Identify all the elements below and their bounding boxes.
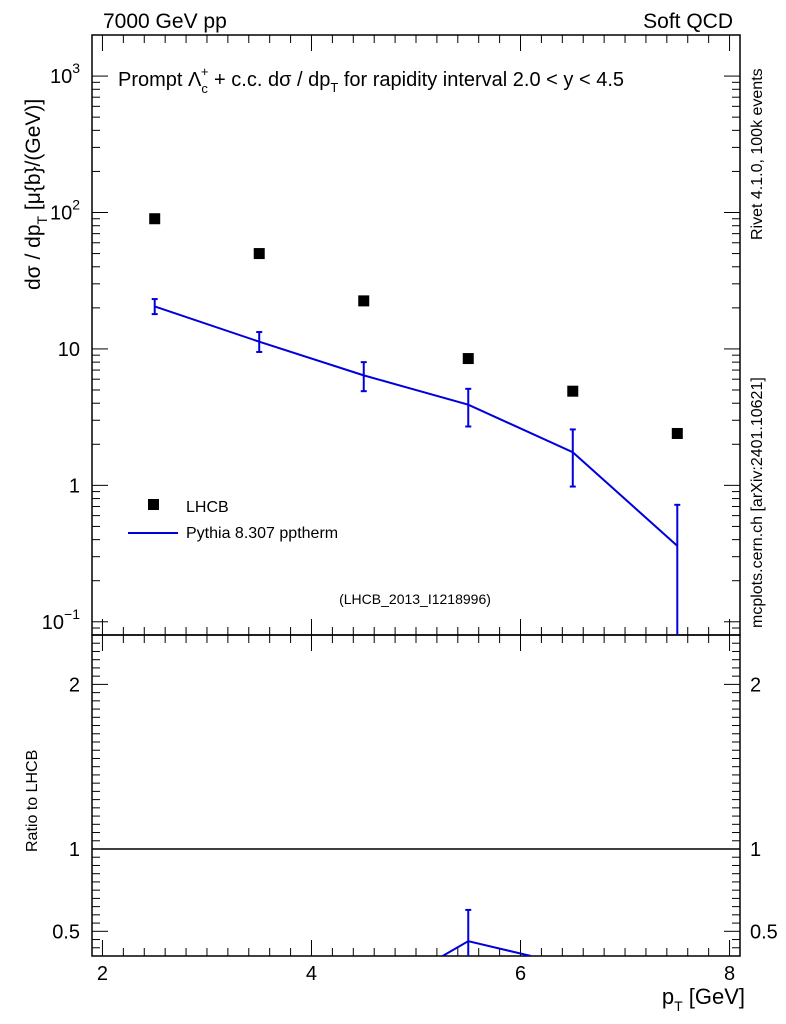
lhcb-data-point	[671, 427, 683, 439]
lhcb-data-point	[462, 353, 474, 365]
ratio-y-tick-label: 1	[69, 839, 80, 861]
lhcb-data-point	[358, 295, 370, 307]
lhcb-data-point	[149, 213, 161, 225]
main-y-tick-label: 1	[69, 475, 80, 497]
legend-label-lhcb: LHCB	[186, 499, 229, 516]
main-marks	[149, 213, 683, 635]
x-ticks: 2 4 6 8	[97, 35, 735, 985]
ratio-y-tick-label: 2	[69, 674, 80, 696]
ratio-y-label: Ratio to LHCB	[24, 750, 41, 852]
legend-marker-lhcb	[148, 499, 159, 510]
ratio-marks	[92, 848, 740, 956]
header-right: Soft QCD	[643, 10, 733, 33]
main-y-tick-label: 10	[58, 339, 80, 361]
lhcb-data-point	[567, 385, 579, 397]
x-tick-label: 4	[306, 963, 317, 985]
ratio-y-tick-label-right: 0.5	[750, 921, 778, 943]
ratio-panel-frame	[91, 634, 741, 957]
ratio-y-tick-label: 0.5	[52, 921, 80, 943]
ratio-y-tick-label-right: 1	[750, 839, 761, 861]
x-tick-label: 2	[97, 963, 108, 985]
legend-label-pythia: Pythia 8.307 pptherm	[186, 525, 338, 542]
analysis-id: (LHCB_2013_I1218996)	[339, 591, 491, 607]
plot-title: Prompt Λc+ + c.c. dσ / dpT for rapidity …	[118, 64, 624, 96]
x-tick-label: 8	[724, 963, 735, 985]
ratio-y-ticks: 2 2 1 1 0.5 0.5	[52, 634, 778, 957]
legend: LHCB Pythia 8.307 pptherm	[128, 499, 338, 542]
main-y-label: dσ / dpT [μ{b}/(GeV)]	[22, 99, 50, 290]
header-left: 7000 GeV pp	[103, 10, 227, 33]
pythia-line	[154, 305, 678, 547]
lhcb-data-point	[253, 248, 265, 260]
mcplots-label: mcplots.cern.ch [arXiv:2401.10621]	[749, 377, 766, 628]
main-y-tick-label: 103	[50, 60, 80, 88]
main-y-tick-label: 10−1	[42, 606, 80, 634]
main-y-tick-label: 102	[50, 196, 80, 224]
ratio-y-tick-label-right: 2	[750, 674, 761, 696]
rivet-label: Rivet 4.1.0, 100k events	[749, 68, 766, 240]
x-axis-label: pT [GeV]	[662, 984, 745, 1014]
main-panel-frame	[91, 34, 741, 636]
x-tick-label: 6	[515, 963, 526, 985]
